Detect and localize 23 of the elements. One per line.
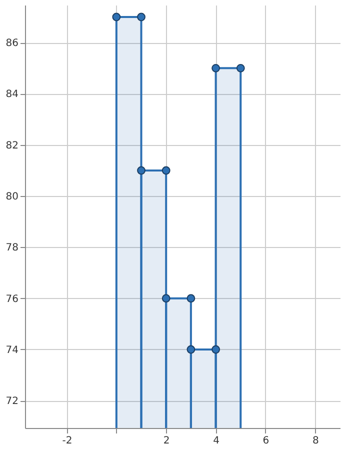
x-tick-label: -2: [62, 436, 72, 446]
x-tick-label: 2: [163, 436, 170, 446]
point: [186, 294, 196, 303]
y-tick-label: 78: [6, 242, 18, 254]
point: [162, 294, 170, 303]
point: [212, 64, 220, 72]
point: [112, 12, 121, 22]
y-tick-label: 84: [6, 89, 18, 100]
x-tick-label: 4: [213, 436, 220, 446]
x-tick-label: 8: [312, 436, 319, 446]
y-tick-label: 80: [6, 192, 18, 203]
y-tick-label: 72: [6, 396, 18, 408]
point: [212, 345, 220, 354]
point: [137, 12, 146, 22]
point: [137, 166, 146, 175]
y-tick-label: 76: [6, 294, 18, 305]
point: [236, 64, 245, 72]
x-tick-label: 6: [262, 436, 270, 446]
point: [186, 345, 196, 354]
y-tick-label: 86: [6, 38, 18, 50]
y-tick-label: 82: [6, 140, 18, 152]
point: [162, 166, 170, 175]
y-tick-label: 74: [6, 344, 18, 356]
